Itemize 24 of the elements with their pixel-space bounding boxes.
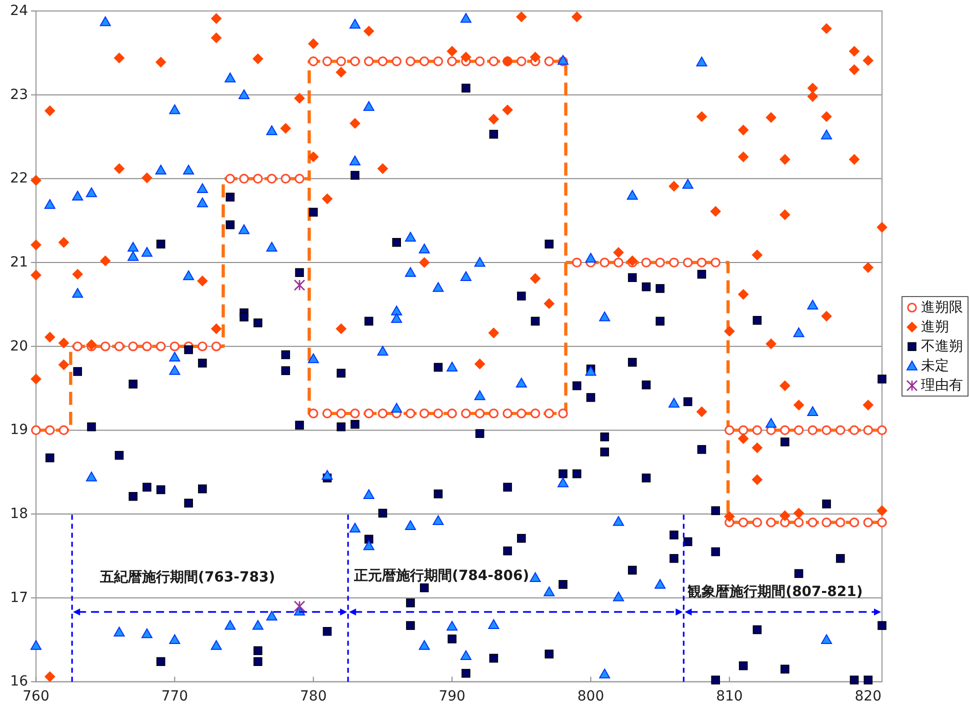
annotation: 五紀暦施行期間(763-783) bbox=[99, 570, 276, 586]
y-tick-label: 16 bbox=[10, 674, 28, 690]
x-tick-label: 810 bbox=[716, 688, 743, 705]
y-tick-label: 21 bbox=[10, 254, 28, 271]
y-tick-label: 18 bbox=[10, 506, 28, 522]
x-tick-label: 770 bbox=[161, 688, 188, 705]
y-tick-label: 17 bbox=[10, 590, 28, 606]
legend-label: 進朔 bbox=[921, 319, 949, 336]
legend-label: 不進朔 bbox=[921, 338, 963, 355]
y-tick-label: 20 bbox=[10, 338, 28, 354]
legend-label: 進朔限 bbox=[921, 300, 963, 316]
y-tick-label: 22 bbox=[10, 170, 28, 187]
x-tick-label: 760 bbox=[22, 688, 50, 705]
y-tick-label: 24 bbox=[10, 3, 28, 19]
annotation: 観象暦施行期間(807-821) bbox=[686, 584, 863, 600]
x-tick-label: 820 bbox=[854, 688, 882, 705]
y-tick-label: 23 bbox=[10, 86, 28, 103]
x-tick-label: 780 bbox=[300, 688, 327, 705]
x-tick-label: 790 bbox=[438, 688, 466, 705]
legend-label: 未定 bbox=[921, 358, 949, 374]
legend-label: 理由有 bbox=[921, 378, 963, 394]
y-tick-label: 19 bbox=[10, 422, 28, 438]
annotation: 正元暦施行期間(784-806) bbox=[353, 568, 530, 584]
x-tick-label: 800 bbox=[577, 688, 604, 705]
